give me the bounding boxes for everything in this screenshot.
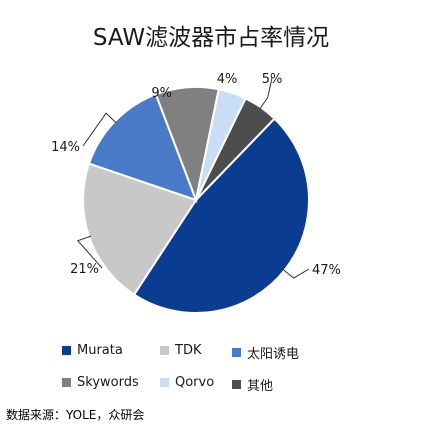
leader-line-其他 [259,77,273,110]
legend-item-Skywords: Skywords [62,375,139,390]
legend-item-其他: 其他 [232,375,273,394]
legend-label: Murata [77,343,123,358]
legend-swatch [160,378,169,387]
legend-label: 其他 [247,379,274,394]
source-note: 数据来源：YOLE，众研会 [6,408,145,422]
data-label-其他: 5% [262,72,283,87]
legend-label: Qorvo [175,375,215,390]
legend-swatch [62,346,71,355]
chart-title: SAW滤波器市占率情况 [92,25,330,51]
data-label-TDK: 21% [70,262,99,277]
legend-item-Murata: Murata [62,343,123,358]
legend-label: 太阳诱电 [247,347,300,362]
data-label-Skywords: 9% [151,86,172,101]
data-label-Murata: 47% [312,263,341,278]
pie-slice-Qorvo [195,88,247,201]
leader-line-TDK [76,235,103,269]
legend-label: Skywords [77,375,139,390]
legend-swatch [232,348,241,357]
leader-line-太阳诱电 [82,112,117,147]
legend-item-太阳诱电: 太阳诱电 [232,343,299,362]
legend-swatch [62,378,71,387]
legend-label: TDK [175,343,202,358]
legend-swatch [160,346,169,355]
pie-chart: 5% 47% 21% 14% 9% 4% [51,72,341,314]
data-label-Qorvo: 4% [217,72,238,87]
data-label-太阳诱电: 14% [51,140,80,155]
leader-line-Murata [282,268,310,279]
legend-swatch [232,380,241,389]
legend-item-TDK: TDK [160,343,201,358]
legend-item-Qorvo: Qorvo [160,375,214,390]
